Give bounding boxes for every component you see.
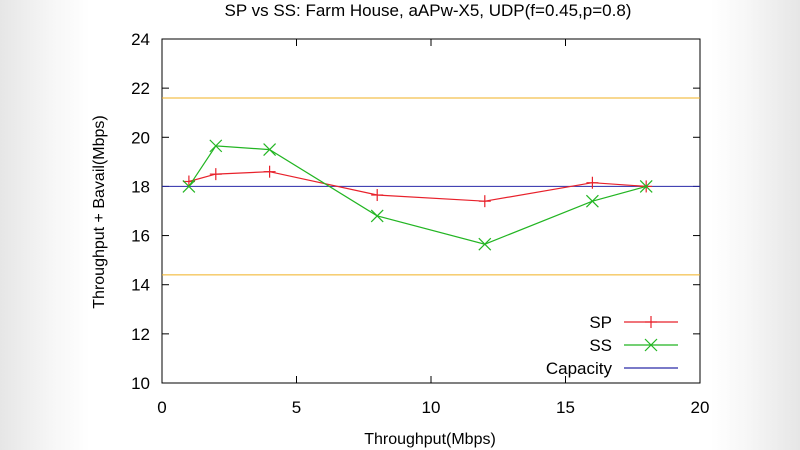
chart-figure: SP vs SS: Farm House, aAPw-X5, UDP(f=0.4… bbox=[88, 0, 712, 450]
plot-border bbox=[161, 38, 701, 384]
y-axis-label: Throughput + Bavail(Mbps) bbox=[91, 115, 108, 308]
background-right bbox=[710, 0, 800, 450]
x-tick-label: 20 bbox=[691, 398, 710, 417]
legend-label: SP bbox=[589, 313, 612, 332]
legend: SP SS Capacity bbox=[546, 313, 678, 378]
y-tick-label: 16 bbox=[131, 227, 150, 246]
chart-title: SP vs SS: Farm House, aAPw-X5, UDP(f=0.4… bbox=[225, 1, 632, 20]
cross-marker bbox=[585, 194, 599, 208]
cross-marker bbox=[639, 180, 653, 193]
y-tick-label: 24 bbox=[131, 30, 150, 49]
legend-label: Capacity bbox=[546, 359, 613, 378]
background-left bbox=[0, 0, 90, 450]
x-tick-label: 15 bbox=[556, 398, 575, 417]
x-axis: 0 5 10 15 20 bbox=[157, 39, 709, 417]
series-layer bbox=[182, 139, 653, 251]
x-tick-label: 0 bbox=[157, 398, 166, 417]
y-tick-label: 10 bbox=[131, 374, 150, 393]
series-line bbox=[188, 145, 647, 245]
y-tick-label: 20 bbox=[131, 128, 150, 147]
series-sp bbox=[182, 165, 653, 208]
y-axis: 10 12 14 16 18 20 22 24 bbox=[131, 30, 700, 393]
series-ss bbox=[182, 139, 653, 251]
x-tick-label: 5 bbox=[292, 398, 301, 417]
cross-marker bbox=[263, 143, 277, 156]
cross-marker bbox=[182, 180, 196, 193]
x-axis-label: Throughput(Mbps) bbox=[364, 431, 496, 448]
x-tick-label: 10 bbox=[422, 398, 441, 417]
y-tick-label: 14 bbox=[131, 276, 150, 295]
cross-marker bbox=[209, 139, 223, 153]
plot-frame bbox=[161, 38, 701, 384]
y-tick-label: 12 bbox=[131, 325, 150, 344]
cross-marker bbox=[478, 237, 492, 251]
reference-lines bbox=[162, 97, 700, 276]
cross-marker bbox=[370, 209, 384, 223]
y-tick-label: 22 bbox=[131, 79, 150, 98]
cross-marker bbox=[644, 338, 658, 352]
y-tick-label: 18 bbox=[131, 177, 150, 196]
line-chart: SP vs SS: Farm House, aAPw-X5, UDP(f=0.4… bbox=[91, 1, 709, 448]
legend-label: SS bbox=[589, 336, 612, 355]
